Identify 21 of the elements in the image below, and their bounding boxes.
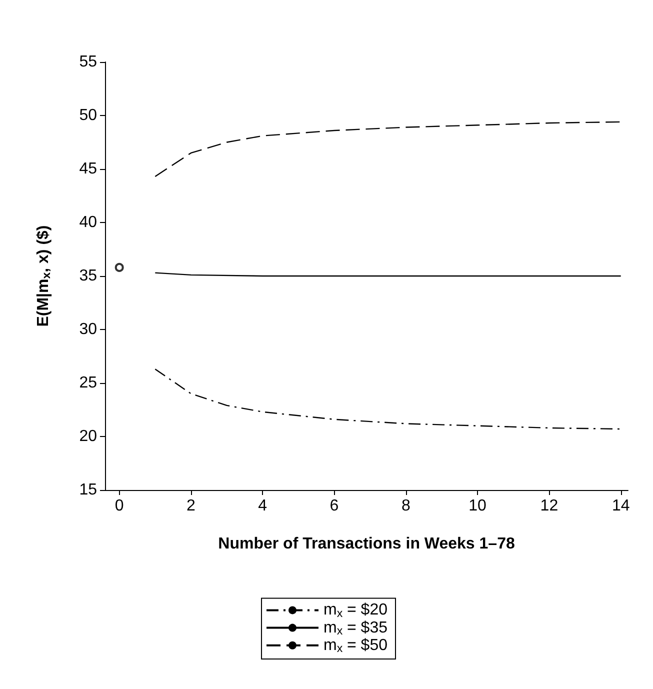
x-tick-label: 14: [612, 498, 630, 514]
y-tick-label: 45: [79, 160, 98, 178]
x-tick-label: 10: [468, 498, 487, 514]
x-axis-title: Number of Transactions in Weeks 1–78: [218, 536, 515, 552]
y-tick-label: 15: [79, 482, 98, 498]
x-tick-label: 2: [186, 498, 196, 514]
line-series: [154, 121, 622, 178]
y-tick-label: 50: [79, 107, 98, 124]
y-axis-title: E(M|mx, x) ($): [34, 225, 53, 327]
y-tick-label: 40: [79, 214, 98, 231]
y-tick-label: 30: [79, 321, 98, 338]
y-tick-label: 55: [79, 54, 98, 70]
y-tick-label: 25: [79, 374, 98, 392]
y-tick-label: 20: [79, 428, 98, 445]
x-tick-label: 12: [540, 498, 558, 514]
line-series: [154, 368, 622, 430]
x-tick-label: 6: [330, 498, 339, 514]
x-tick-label: 8: [401, 498, 410, 514]
x-tick-label: 4: [258, 498, 268, 514]
x-tick-label: 0: [114, 498, 124, 514]
y-tick-label: 35: [79, 268, 98, 284]
